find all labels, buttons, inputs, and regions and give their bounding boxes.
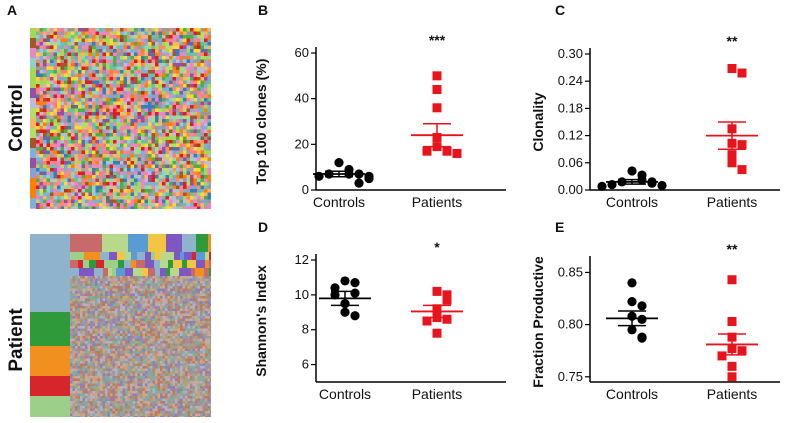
data-point-patients (432, 85, 442, 95)
panel-c-chart: C 0.00 0.06 0.12 0.18 0.24 0.30 Clonality Contro… (530, 2, 780, 210)
data-point-patients (717, 351, 727, 361)
x-category-label: Controls (313, 194, 365, 210)
row-label-control: Control (6, 84, 27, 152)
y-tick-label: 0.30 (558, 46, 583, 61)
y-tick-label: 0 (302, 182, 309, 197)
data-point-patients (442, 146, 452, 156)
panel-d-chart: D 6 8 10 12 Shannon's Index Controls Patients * (253, 219, 506, 402)
data-point-controls (627, 325, 637, 335)
treemap-control (30, 28, 211, 209)
y-axis-label: Top 100 clones (%) (253, 59, 269, 185)
x-category-label: Controls (606, 386, 658, 402)
data-point-patients (432, 286, 442, 296)
y-tick-label: 60 (295, 45, 309, 60)
data-point-controls (340, 307, 350, 317)
y-tick-label: 0.24 (558, 73, 583, 88)
x-category-label: Patients (707, 386, 758, 402)
data-point-controls (627, 166, 637, 176)
panel-label: C (555, 2, 565, 18)
data-point-controls (364, 173, 374, 184)
data-point-controls (597, 181, 607, 191)
data-point-patients (727, 64, 737, 74)
data-point-patients (422, 146, 432, 156)
y-axis-label: Shannon's Index (253, 265, 269, 377)
data-point-controls (657, 180, 667, 191)
data-point-controls (334, 158, 344, 168)
panel-a-label: A (7, 2, 17, 18)
x-category-label: Patients (412, 194, 463, 210)
y-tick-label: 0.18 (558, 100, 583, 115)
y-tick-label: 0.12 (558, 128, 583, 143)
y-tick-label: 6 (302, 357, 309, 372)
data-point-patients (442, 295, 452, 305)
data-point-controls (637, 301, 647, 311)
data-point-controls (350, 311, 360, 321)
data-point-controls (330, 290, 340, 300)
data-point-controls (627, 297, 637, 307)
panel-label: D (258, 219, 268, 235)
data-point-controls (330, 283, 340, 293)
data-point-patients (727, 361, 737, 371)
significance-marker: ** (727, 241, 738, 257)
y-tick-label: 0.80 (558, 317, 583, 332)
data-point-controls (647, 178, 657, 188)
data-point-patients (727, 150, 737, 160)
data-point-controls (627, 278, 637, 288)
panel-e-chart: E 0.75 0.80 0.85 Fraction Productive Controls… (530, 219, 780, 402)
significance-marker: * (434, 239, 440, 255)
data-point-controls (354, 178, 364, 188)
panel-label: E (555, 219, 564, 235)
data-point-controls (637, 333, 647, 343)
data-point-patients (727, 275, 737, 285)
data-point-patients (727, 158, 737, 168)
data-point-controls (340, 276, 350, 286)
data-point-controls (637, 314, 647, 324)
data-point-patients (422, 316, 432, 326)
panel-b-chart: B 0 20 40 60 Top 100 clones (%) Controls Patien… (253, 2, 506, 210)
y-tick-label: 0.00 (558, 182, 583, 197)
y-tick-label: 0.75 (558, 369, 583, 384)
data-point-patients (727, 316, 737, 326)
y-tick-label: 40 (295, 91, 309, 106)
row-label-patient: Patient (6, 308, 27, 372)
significance-marker: *** (429, 32, 446, 48)
x-category-label: Patients (412, 386, 463, 402)
y-axis-label: Clonality (530, 92, 546, 151)
data-point-patients (442, 290, 452, 300)
data-point-patients (737, 346, 747, 356)
y-tick-label: 20 (295, 136, 309, 151)
x-category-label: Controls (319, 386, 371, 402)
x-category-label: Patients (707, 194, 758, 210)
data-point-patients (737, 165, 747, 175)
data-point-patients (432, 103, 442, 113)
panel-label: B (258, 2, 268, 18)
data-point-controls (350, 288, 360, 298)
x-category-label: Controls (606, 194, 658, 210)
data-point-controls (350, 278, 360, 288)
data-point-patients (442, 314, 452, 324)
data-point-patients (432, 328, 442, 338)
y-tick-label: 12 (295, 252, 309, 267)
data-point-patients (432, 71, 442, 81)
data-point-patients (737, 68, 747, 78)
significance-marker: ** (727, 33, 738, 49)
y-axis-label: Fraction Productive (530, 256, 546, 388)
data-point-controls (314, 171, 324, 181)
treemap-patient (30, 234, 211, 417)
y-tick-label: 0.06 (558, 155, 583, 170)
data-point-patients (737, 140, 747, 150)
data-point-patients (727, 372, 737, 382)
y-tick-label: 8 (302, 322, 309, 337)
data-point-patients (452, 148, 462, 158)
y-tick-label: 10 (295, 287, 309, 302)
y-tick-label: 0.85 (558, 264, 583, 279)
